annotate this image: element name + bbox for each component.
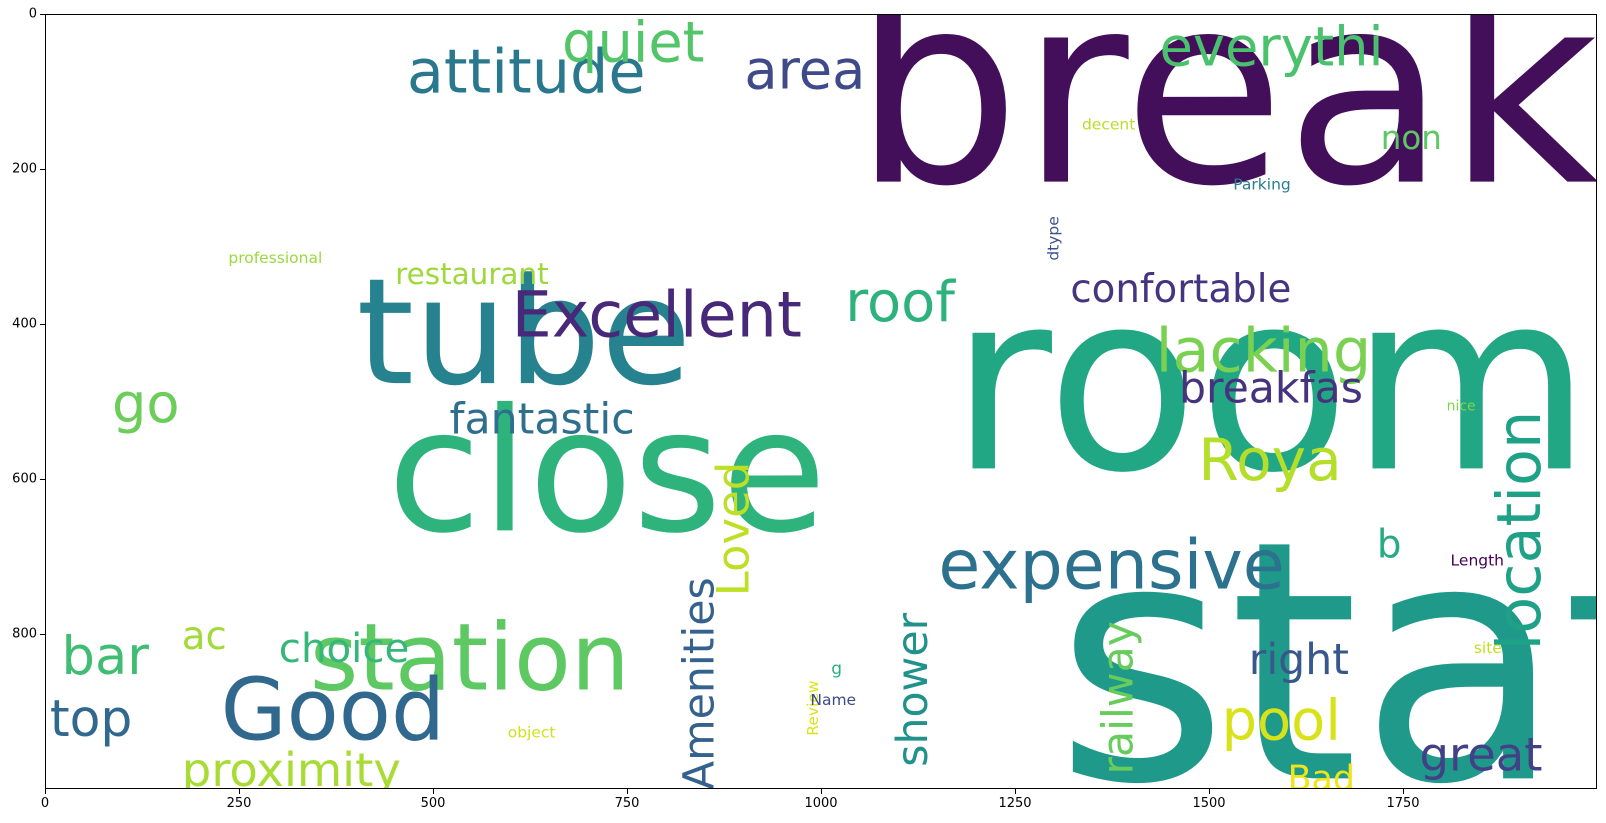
word-b: b xyxy=(1377,523,1402,568)
word-proximity: proximity xyxy=(182,743,401,789)
word-ac: ac xyxy=(182,614,227,659)
y-tick-label: 600 xyxy=(12,471,37,487)
word-amenities: Amenities xyxy=(674,577,724,789)
x-tick-label: 1750 xyxy=(1386,796,1420,811)
word-non: non xyxy=(1381,119,1442,157)
y-tick-mark xyxy=(40,168,45,170)
word-review: Review xyxy=(804,680,822,736)
word-bar: bar xyxy=(62,626,150,687)
word-station: station xyxy=(310,603,630,711)
word-g: g xyxy=(831,659,842,679)
word-name: Name xyxy=(810,691,856,709)
word-pool: pool xyxy=(1222,689,1341,754)
y-tick-mark xyxy=(40,323,45,325)
word-top: top xyxy=(50,689,133,748)
word-shower: shower xyxy=(888,612,938,766)
word-attitude: attitude xyxy=(407,38,646,108)
word-fantastic: fantastic xyxy=(450,395,635,445)
word-professional: professional xyxy=(228,249,322,267)
y-tick-label: 200 xyxy=(12,161,37,177)
word-quiet: quiet xyxy=(562,15,705,76)
word-dtype: dtype xyxy=(1045,216,1063,260)
word-railway: railway xyxy=(1093,621,1143,774)
word-restaurant: restaurant xyxy=(395,257,548,291)
y-tick-label: 400 xyxy=(12,316,37,332)
word-breakfast: breakfast xyxy=(853,15,1597,245)
x-tick-mark xyxy=(820,789,822,794)
y-tick-mark xyxy=(40,633,45,635)
word-parking: Parking xyxy=(1233,175,1290,193)
y-tick-label: 0 xyxy=(28,6,37,22)
word-area: area xyxy=(744,39,865,102)
word-close: close xyxy=(387,373,826,571)
y-tick-label: 800 xyxy=(12,626,37,642)
word-room: room xyxy=(950,239,1592,527)
x-tick-mark xyxy=(44,789,46,794)
word-nice: nice xyxy=(1447,398,1476,414)
x-tick-label: 1500 xyxy=(1192,796,1226,811)
x-tick-label: 250 xyxy=(226,796,252,811)
x-tick-mark xyxy=(432,789,434,794)
x-tick-mark xyxy=(1402,789,1404,794)
word-right: right xyxy=(1249,635,1349,685)
word-bad: Bad xyxy=(1288,759,1355,789)
x-tick-mark xyxy=(1208,789,1210,794)
x-tick-label: 1250 xyxy=(998,796,1032,811)
y-tick-mark xyxy=(40,478,45,480)
word-breakfas: breakfas xyxy=(1179,364,1363,414)
word-everythi: everythi xyxy=(1160,15,1384,78)
word-location: location xyxy=(1485,411,1555,651)
x-tick-mark xyxy=(238,789,240,794)
word-staff: staff xyxy=(1055,469,1597,789)
y-tick-mark xyxy=(40,13,45,15)
word-go: go xyxy=(112,372,180,435)
x-tick-label: 750 xyxy=(614,796,640,811)
word-roof: roof xyxy=(845,270,956,335)
x-tick-mark xyxy=(1014,789,1016,794)
x-tick-mark xyxy=(626,789,628,794)
word-site: site xyxy=(1474,639,1502,657)
word-decent: decent xyxy=(1082,116,1135,134)
word-loved: Loved xyxy=(706,462,759,597)
word-confortable: confortable xyxy=(1070,267,1291,312)
word-expensive: expensive xyxy=(938,527,1284,606)
word-lacking: lacking xyxy=(1156,317,1372,387)
word-good: Good xyxy=(221,662,446,761)
x-tick-label: 0 xyxy=(40,796,50,811)
word-great: great xyxy=(1420,728,1543,782)
word-length: Length xyxy=(1451,551,1504,569)
word-tube: tube xyxy=(356,246,691,418)
word-choice: choice xyxy=(279,625,410,672)
word-roya: Roya xyxy=(1198,426,1341,494)
x-tick-label: 1000 xyxy=(804,796,838,811)
word-excellent: Excellent xyxy=(512,278,802,352)
word-object: object xyxy=(508,723,556,741)
x-tick-label: 500 xyxy=(420,796,446,811)
